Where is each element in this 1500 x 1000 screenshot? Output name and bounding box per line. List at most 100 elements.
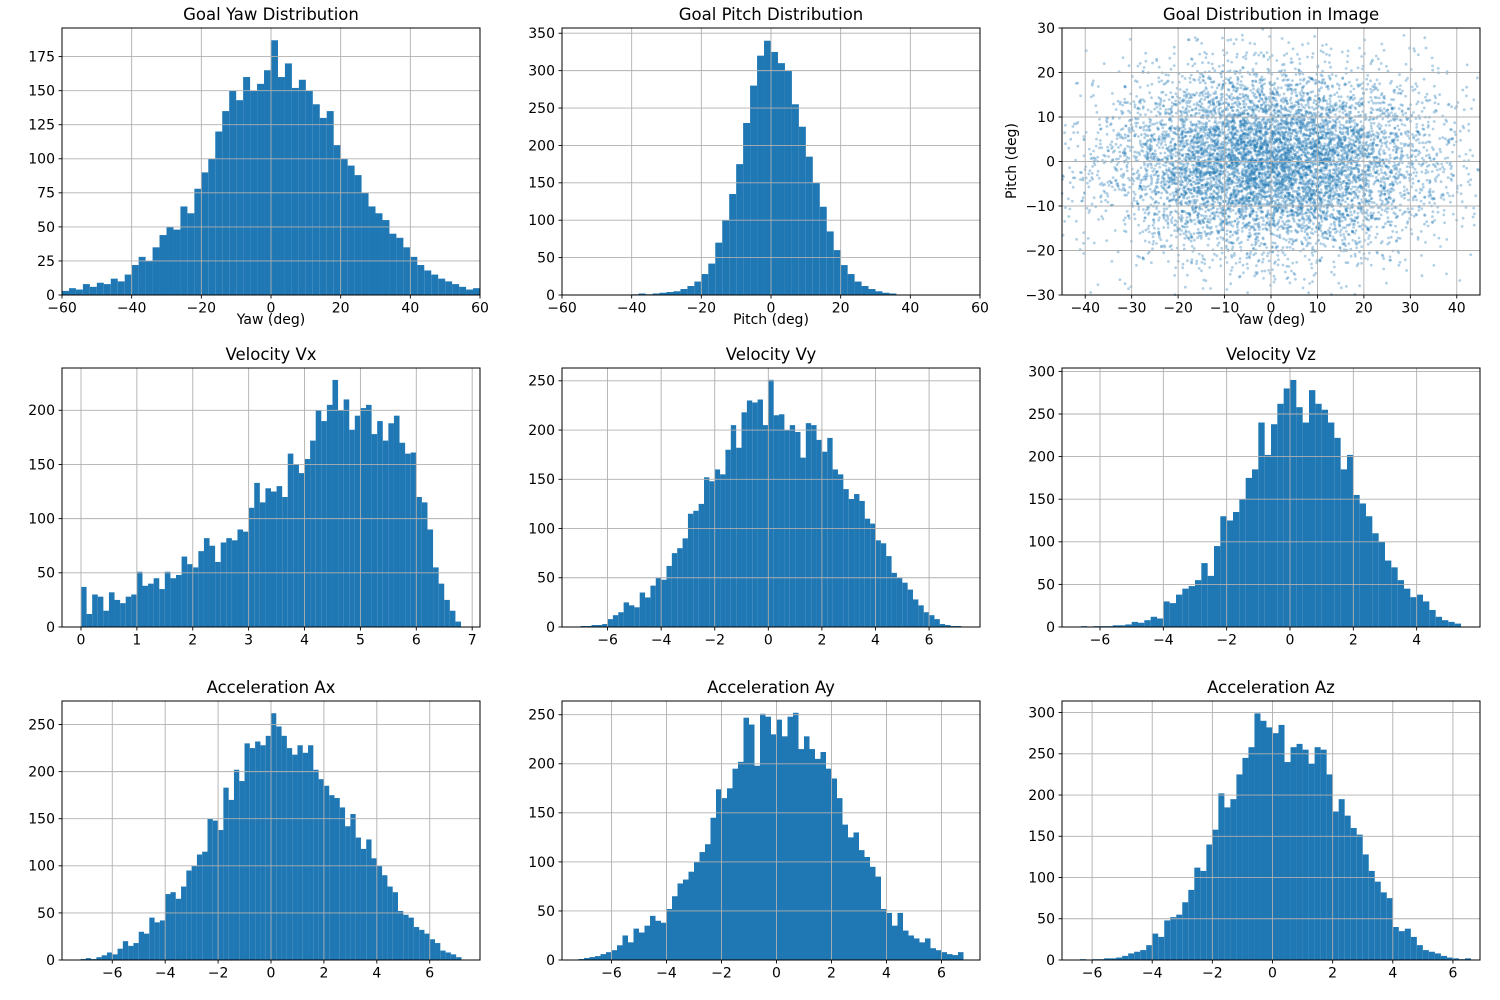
histogram-bars xyxy=(80,713,462,960)
x-tick-label: 2 xyxy=(188,633,197,649)
x-tick-label: 7 xyxy=(468,633,477,649)
x-tick-label: −6 xyxy=(597,633,618,649)
chart-title: Goal Yaw Distribution xyxy=(183,5,359,24)
y-tick-label: 200 xyxy=(28,765,55,781)
y-tick-label: 150 xyxy=(28,84,55,100)
y-tick-label: 250 xyxy=(1028,407,1055,423)
chart-title: Goal Pitch Distribution xyxy=(678,5,864,24)
grid-lines xyxy=(61,28,481,296)
y-tick-label: 50 xyxy=(1037,577,1055,593)
y-tick-label: 50 xyxy=(37,566,55,582)
x-tick-label: −40 xyxy=(617,301,647,317)
histogram-bars xyxy=(578,712,964,961)
x-tick-label: 40 xyxy=(401,301,419,317)
tick-marks xyxy=(558,714,942,964)
tick-marks xyxy=(58,724,431,964)
y-tick-label: 250 xyxy=(528,101,555,117)
y-tick-label: 50 xyxy=(37,906,55,922)
x-tick-label: 2 xyxy=(817,633,826,649)
tick-labels: −40 −30 −20 −10 0 10 20 30 40 −30 −20 −10 0 10 20 30 xyxy=(1025,21,1465,317)
tick-labels: −60 −40 −20 0 20 40 60 0 25 50 75 100 125 150 175 xyxy=(28,50,489,317)
x-tick-label: −4 xyxy=(1153,633,1174,649)
y-tick-label: −20 xyxy=(1025,243,1055,259)
y-tick-label: 50 xyxy=(537,251,555,267)
y-tick-label: 0 xyxy=(1046,620,1055,636)
x-tick-label: 60 xyxy=(471,301,489,317)
y-tick-label: 250 xyxy=(1028,747,1055,763)
y-tick-label: 100 xyxy=(28,152,55,168)
x-tick-label: −6 xyxy=(601,966,622,982)
y-tick-label: 200 xyxy=(528,423,555,439)
x-tick-label: 0 xyxy=(1286,633,1295,649)
y-tick-label: 150 xyxy=(28,457,55,473)
x-tick-label: 0 xyxy=(1268,966,1277,982)
tick-labels: −6 −4 −2 0 2 4 6 0 50 100 150 200 250 xyxy=(528,708,946,982)
y-tick-label: 200 xyxy=(528,138,555,154)
subplot-goal-yaw-distribution: −60 −40 −20 0 20 40 60 0 25 50 75 100 125 150 175 Goal… xyxy=(0,0,500,333)
histogram-bars xyxy=(631,40,897,296)
x-tick-label: −4 xyxy=(155,966,176,982)
x-tick-label: −2 xyxy=(1202,966,1223,982)
y-tick-label: 50 xyxy=(537,571,555,587)
subplot-velocity-vx: 0 1 2 3 4 5 6 7 0 50 100 150 200 Velocity Vx xyxy=(0,333,500,666)
x-tick-label: 0 xyxy=(767,301,776,317)
x-tick-label: −6 xyxy=(1090,633,1111,649)
subplot-acceleration-az: −6 −4 −2 0 2 4 6 0 50 100 150 200 250 300 Acceleratio… xyxy=(1000,666,1500,1000)
x-tick-label: −10 xyxy=(1210,301,1240,317)
x-tick-label: 60 xyxy=(971,301,989,317)
x-tick-label: 6 xyxy=(425,966,434,982)
x-tick-label: −4 xyxy=(1142,966,1163,982)
chart-canvas: −6 −4 −2 0 2 4 6 0 50 100 150 200 250 xyxy=(528,700,981,982)
y-tick-label: 200 xyxy=(1028,788,1055,804)
y-tick-label: 30 xyxy=(1037,21,1055,37)
tick-labels: −6 −4 −2 0 2 4 0 50 100 150 200 250 300 xyxy=(1028,364,1421,648)
y-tick-label: 150 xyxy=(28,812,55,828)
axes-spine xyxy=(561,367,981,628)
x-tick-label: −40 xyxy=(1070,301,1100,317)
y-tick-label: 200 xyxy=(28,403,55,419)
x-tick-label: 6 xyxy=(937,966,946,982)
x-tick-label: −2 xyxy=(208,966,229,982)
subplot-acceleration-ax: −6 −4 −2 0 2 4 6 0 50 100 150 200 250 Acceleration A… xyxy=(0,666,500,1000)
y-tick-label: 350 xyxy=(528,26,555,42)
chart-canvas: −60 −40 −20 0 20 40 60 0 25 50 75 100 125 150 175 xyxy=(28,27,489,317)
chart-canvas: −6 −4 −2 0 2 4 6 0 50 100 150 200 250 xyxy=(528,367,981,649)
x-tick-label: −60 xyxy=(47,301,77,317)
x-tick-label: 2 xyxy=(1349,633,1358,649)
y-tick-label: 100 xyxy=(28,512,55,528)
x-tick-label: 0 xyxy=(764,633,773,649)
x-tick-label: 20 xyxy=(332,301,350,317)
y-tick-label: −10 xyxy=(1025,199,1055,215)
x-tick-label: −2 xyxy=(1216,633,1237,649)
x-tick-label: 0 xyxy=(267,966,276,982)
y-tick-label: 250 xyxy=(28,717,55,733)
chart-title: Acceleration Ax xyxy=(206,678,336,697)
tick-labels: 0 1 2 3 4 5 6 7 0 50 100 150 200 xyxy=(28,403,476,648)
tick-marks xyxy=(1058,712,1454,964)
x-tick-label: −20 xyxy=(687,301,717,317)
x-tick-label: 6 xyxy=(1448,966,1457,982)
y-tick-label: 0 xyxy=(546,620,555,636)
y-tick-label: 150 xyxy=(528,806,555,822)
x-axis-label: Yaw (deg) xyxy=(1236,312,1306,328)
x-tick-label: 4 xyxy=(1412,633,1421,649)
x-tick-label: −6 xyxy=(102,966,123,982)
y-tick-label: −30 xyxy=(1025,288,1055,304)
x-tick-label: 0 xyxy=(772,966,781,982)
y-tick-label: 100 xyxy=(528,213,555,229)
tick-labels: −60 −40 −20 0 20 40 60 0 50 100 150 200 250 300 350 xyxy=(528,26,989,316)
x-tick-label: 40 xyxy=(901,301,919,317)
y-tick-label: 250 xyxy=(528,708,555,724)
x-tick-label: 20 xyxy=(1355,301,1373,317)
tick-labels: −6 −4 −2 0 2 4 6 0 50 100 150 200 250 300 xyxy=(1028,705,1457,981)
chart-canvas: −60 −40 −20 0 20 40 60 0 50 100 150 200 250 300 350 xyxy=(528,26,989,316)
y-tick-label: 50 xyxy=(1037,912,1055,928)
chart-title: Velocity Vx xyxy=(225,345,317,364)
y-tick-label: 100 xyxy=(1028,535,1055,551)
y-tick-label: 100 xyxy=(28,859,55,875)
x-tick-label: 2 xyxy=(319,966,328,982)
x-tick-label: −20 xyxy=(1163,301,1193,317)
y-tick-label: 200 xyxy=(528,757,555,773)
x-tick-label: 1 xyxy=(132,633,141,649)
y-tick-label: 25 xyxy=(37,254,55,270)
